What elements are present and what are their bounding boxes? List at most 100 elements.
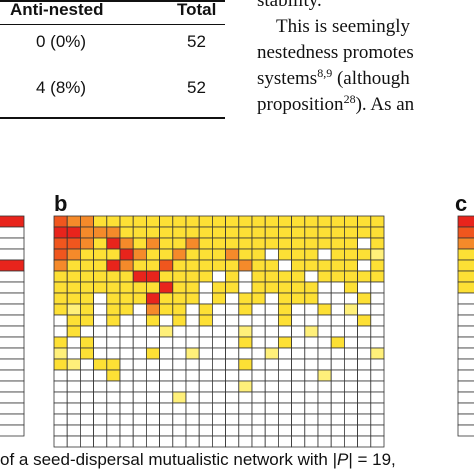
left-panel-cell xyxy=(0,347,25,360)
matrix-cell xyxy=(80,215,95,228)
matrix-cell xyxy=(198,270,213,283)
matrix-cell xyxy=(251,303,266,316)
matrix-cell xyxy=(291,281,306,294)
right-panel-cell xyxy=(457,325,474,338)
matrix-cell xyxy=(317,435,332,448)
matrix-cell xyxy=(291,226,306,239)
matrix-cell xyxy=(370,402,385,415)
matrix-cell xyxy=(225,402,240,415)
matrix-cell xyxy=(159,292,174,305)
matrix-cell xyxy=(106,358,121,371)
matrix-cell xyxy=(343,347,358,360)
matrix-cell xyxy=(357,391,372,404)
matrix-cell xyxy=(211,226,226,239)
table-header-anti-nested: Anti-nested xyxy=(10,0,104,19)
right-panel-cell xyxy=(457,237,474,250)
matrix-cell xyxy=(357,424,372,437)
matrix-cell xyxy=(251,358,266,371)
matrix-cell xyxy=(304,248,319,261)
matrix-cell xyxy=(66,380,81,393)
matrix-cell xyxy=(317,314,332,327)
matrix-cell xyxy=(106,369,121,382)
matrix-cell xyxy=(106,237,121,250)
matrix-cell xyxy=(238,424,253,437)
matrix-cell xyxy=(330,391,345,404)
matrix-cell xyxy=(106,270,121,283)
matrix-cell xyxy=(277,380,292,393)
matrix-cell xyxy=(264,314,279,327)
matrix-cell xyxy=(198,435,213,448)
matrix-cell xyxy=(211,237,226,250)
matrix-cell xyxy=(119,248,134,261)
matrix-cell xyxy=(225,303,240,316)
matrix-cell xyxy=(198,325,213,338)
panel-label-c: c xyxy=(455,191,468,216)
matrix-cell xyxy=(159,237,174,250)
matrix-cell xyxy=(53,435,68,448)
left-panel-cell xyxy=(0,259,25,272)
matrix-cell xyxy=(304,358,319,371)
right-panel-cell xyxy=(457,413,474,426)
matrix-cell xyxy=(317,336,332,349)
right-panel-cell xyxy=(457,369,474,382)
matrix-cell xyxy=(159,347,174,360)
matrix-cell xyxy=(211,325,226,338)
matrix-cell xyxy=(119,391,134,404)
matrix-cell xyxy=(106,413,121,426)
matrix-cell xyxy=(211,248,226,261)
matrix-cell xyxy=(357,369,372,382)
matrix-cell xyxy=(66,435,81,448)
matrix-cell xyxy=(343,369,358,382)
matrix-cell xyxy=(132,270,147,283)
matrix-cell xyxy=(172,270,187,283)
left-panel-cell xyxy=(0,281,25,294)
matrix-cell xyxy=(159,435,174,448)
matrix-cell xyxy=(330,325,345,338)
matrix-cell xyxy=(238,369,253,382)
matrix-cell xyxy=(66,336,81,349)
matrix-cell xyxy=(93,226,108,239)
table-header-rule xyxy=(0,24,225,25)
matrix-cell xyxy=(132,292,147,305)
matrix-cell xyxy=(66,391,81,404)
matrix-cell xyxy=(53,325,68,338)
matrix-cell xyxy=(93,314,108,327)
matrix-cell xyxy=(291,248,306,261)
matrix-cell xyxy=(172,237,187,250)
matrix-cell xyxy=(119,369,134,382)
matrix-cell xyxy=(145,215,160,228)
matrix-cell xyxy=(172,314,187,327)
matrix-cell xyxy=(330,435,345,448)
matrix-cell xyxy=(291,347,306,360)
matrix-cell xyxy=(80,402,95,415)
matrix-cell xyxy=(370,358,385,371)
matrix-cell xyxy=(145,303,160,316)
matrix-cell xyxy=(80,413,95,426)
matrix-cell xyxy=(185,237,200,250)
matrix-cell xyxy=(357,358,372,371)
matrix-cell xyxy=(80,270,95,283)
matrix-cell xyxy=(370,237,385,250)
matrix-cell xyxy=(225,226,240,239)
matrix-cell xyxy=(277,248,292,261)
matrix-cell xyxy=(185,347,200,360)
matrix-cell xyxy=(106,248,121,261)
matrix-cell xyxy=(106,314,121,327)
matrix-cell xyxy=(132,325,147,338)
left-panel-cell xyxy=(0,413,25,426)
matrix-cell xyxy=(238,358,253,371)
matrix-cell xyxy=(251,380,266,393)
matrix-cell xyxy=(80,226,95,239)
matrix-cell xyxy=(291,325,306,338)
matrix-cell xyxy=(251,292,266,305)
matrix-cell xyxy=(93,369,108,382)
matrix-cell xyxy=(185,435,200,448)
matrix-cell xyxy=(238,435,253,448)
matrix-cell xyxy=(93,347,108,360)
matrix-cell xyxy=(211,358,226,371)
right-panel-cell xyxy=(457,314,474,327)
matrix-cell xyxy=(198,292,213,305)
matrix-cell xyxy=(132,303,147,316)
matrix-cell xyxy=(370,248,385,261)
matrix-cell xyxy=(185,259,200,272)
